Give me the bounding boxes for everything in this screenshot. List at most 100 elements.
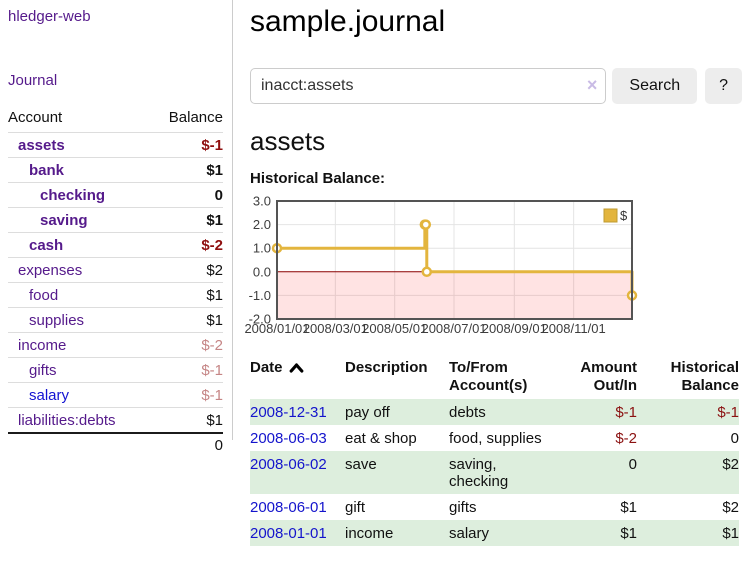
sort-ascending-icon: [289, 360, 304, 377]
transaction-balance: 0: [730, 429, 739, 447]
account-row: food $1: [8, 282, 223, 308]
accounts-header-balance: Balance: [150, 107, 223, 133]
transaction-balance: $-1: [717, 403, 739, 421]
account-row: cash $-2: [8, 232, 223, 258]
app-brand-link[interactable]: hledger-web: [8, 8, 91, 25]
accounts-total-spacer: [8, 432, 151, 457]
accounts-table: Account Balance assets $-1 bank $1 checking 0…: [8, 107, 223, 457]
account-balance: 0: [150, 182, 223, 208]
transaction-accounts: saving, checking: [449, 455, 509, 490]
sidebar-account-link[interactable]: supplies: [29, 311, 85, 329]
transaction-date-link[interactable]: 2008-06-02: [250, 455, 327, 473]
transaction-accounts: salary: [449, 524, 490, 542]
account-heading: assets: [250, 126, 326, 156]
transaction-date-link[interactable]: 2008-01-01: [250, 524, 327, 542]
account-row: saving $1: [8, 207, 223, 233]
transaction-amount: $-1: [615, 403, 637, 421]
chart-legend: $: [603, 208, 628, 223]
account-balance: $-2: [150, 232, 223, 258]
search-box: ×: [250, 68, 607, 104]
accounts-table-body: assets $-1 bank $1 checking 0 saving $1 cash $-2 e…: [8, 132, 223, 434]
account-row: liabilities:debts $1: [8, 407, 223, 434]
transaction-row: 2008-01-01 income salary $1 $1: [250, 520, 739, 546]
transaction-balance: $1: [722, 524, 739, 542]
account-row: salary $-1: [8, 382, 223, 408]
clear-search-icon[interactable]: ×: [586, 75, 598, 95]
x-axis-tick-label: 2008/07/01: [421, 321, 486, 336]
sidebar-account-link[interactable]: liabilities:debts: [18, 411, 116, 429]
sidebar-account-link[interactable]: checking: [40, 186, 106, 204]
search-input[interactable]: [250, 68, 607, 104]
transaction-amount: $1: [620, 524, 637, 542]
account-balance: $-1: [150, 357, 223, 383]
transaction-description: eat & shop: [345, 429, 417, 447]
sidebar-account-link[interactable]: assets: [18, 136, 65, 154]
accounts-header-account: Account: [8, 107, 151, 133]
register-header-balance: Historical Balance: [670, 359, 739, 394]
sidebar-account-link[interactable]: bank: [29, 161, 65, 179]
sidebar-account-link[interactable]: gifts: [29, 361, 57, 379]
accounts-total-row: 0: [8, 432, 223, 457]
transaction-description: pay off: [345, 403, 390, 421]
y-axis-tick-label: 1.0: [253, 241, 271, 256]
x-axis-tick-label: 2008/05/01: [362, 321, 427, 336]
register-header-amount: Amount Out/In: [580, 359, 637, 394]
register-table: Date Description To/From Account(s) Amou…: [250, 357, 739, 546]
account-balance: $1: [150, 282, 223, 308]
transaction-date-link[interactable]: 2008-06-01: [250, 498, 327, 516]
transaction-amount: 0: [628, 455, 637, 473]
transaction-balance: $2: [722, 498, 739, 516]
y-axis-tick-label: -2.0: [249, 312, 271, 327]
x-axis-tick-label: 2008/09/01: [482, 321, 547, 336]
account-balance: $-1: [150, 132, 223, 158]
transaction-amount: $-2: [615, 429, 637, 447]
x-axis-tick-label: 2008/01/01: [244, 321, 309, 336]
search-button[interactable]: Search: [612, 68, 698, 104]
sidebar-account-link[interactable]: salary: [29, 386, 70, 404]
chart-title: Historical Balance:: [250, 170, 386, 187]
y-axis-tick-label: 0.0: [253, 264, 271, 279]
transaction-description: gift: [345, 498, 366, 516]
register-header-description: Description: [345, 359, 428, 376]
account-row: income $-2: [8, 332, 223, 358]
register-header-row: Date Description To/From Account(s) Amou…: [250, 357, 739, 399]
transaction-date-link[interactable]: 2008-12-31: [250, 403, 327, 421]
transaction-row: 2008-06-02 save saving, checking 0 $2: [250, 451, 739, 494]
transaction-balance: $2: [722, 455, 739, 473]
transaction-row: 2008-06-01 gift gifts $1 $2: [250, 494, 739, 520]
y-axis-tick-label: -1.0: [249, 288, 271, 303]
account-row: bank $1: [8, 157, 223, 183]
account-balance: $1: [150, 407, 223, 434]
account-balance: $-1: [150, 382, 223, 408]
x-axis-tick-label: 2008/03/01: [303, 321, 368, 336]
account-balance: $1: [150, 207, 223, 233]
search-form: × Search ?: [250, 68, 742, 104]
sidebar-account-link[interactable]: saving: [40, 211, 88, 229]
register-header-date[interactable]: Date: [250, 357, 345, 399]
page-title: sample.journal: [250, 5, 446, 38]
sidebar-account-link[interactable]: food: [29, 286, 59, 304]
sidebar-account-link[interactable]: expenses: [18, 261, 83, 279]
account-row: checking 0: [8, 182, 223, 208]
account-balance: $2: [150, 257, 223, 283]
sidebar-item-journal[interactable]: Journal: [8, 72, 58, 89]
sidebar-account-link[interactable]: income: [18, 336, 67, 354]
y-axis-tick-label: 3.0: [253, 194, 271, 209]
historical-balance-chart-container: $3.0 2.0 1.0 0.0 -1.0 -2.0 2008/01/01 2008/03/0…: [241, 193, 742, 341]
account-balance: $1: [150, 307, 223, 333]
accounts-total-balance: 0: [150, 432, 223, 457]
main-content: sample.journal × Search ? assets Histori…: [244, 0, 742, 546]
register-header-date-label: Date: [250, 359, 283, 376]
account-balance: $-2: [150, 332, 223, 358]
register-header-accounts: To/From Account(s): [449, 359, 528, 394]
transaction-accounts: food, supplies: [449, 429, 542, 447]
register-table-body: 2008-12-31 pay off debts $-1 $-1 2008-06-03 ea…: [250, 399, 739, 546]
transaction-description: income: [345, 524, 394, 542]
help-button[interactable]: ?: [705, 68, 742, 104]
transaction-row: 2008-12-31 pay off debts $-1 $-1: [250, 399, 739, 425]
transaction-date-link[interactable]: 2008-06-03: [250, 429, 327, 447]
sidebar-account-link[interactable]: cash: [29, 236, 64, 254]
account-balance: $1: [150, 157, 223, 183]
account-row: gifts $-1: [8, 357, 223, 383]
y-axis-tick-label: 2.0: [253, 217, 271, 232]
